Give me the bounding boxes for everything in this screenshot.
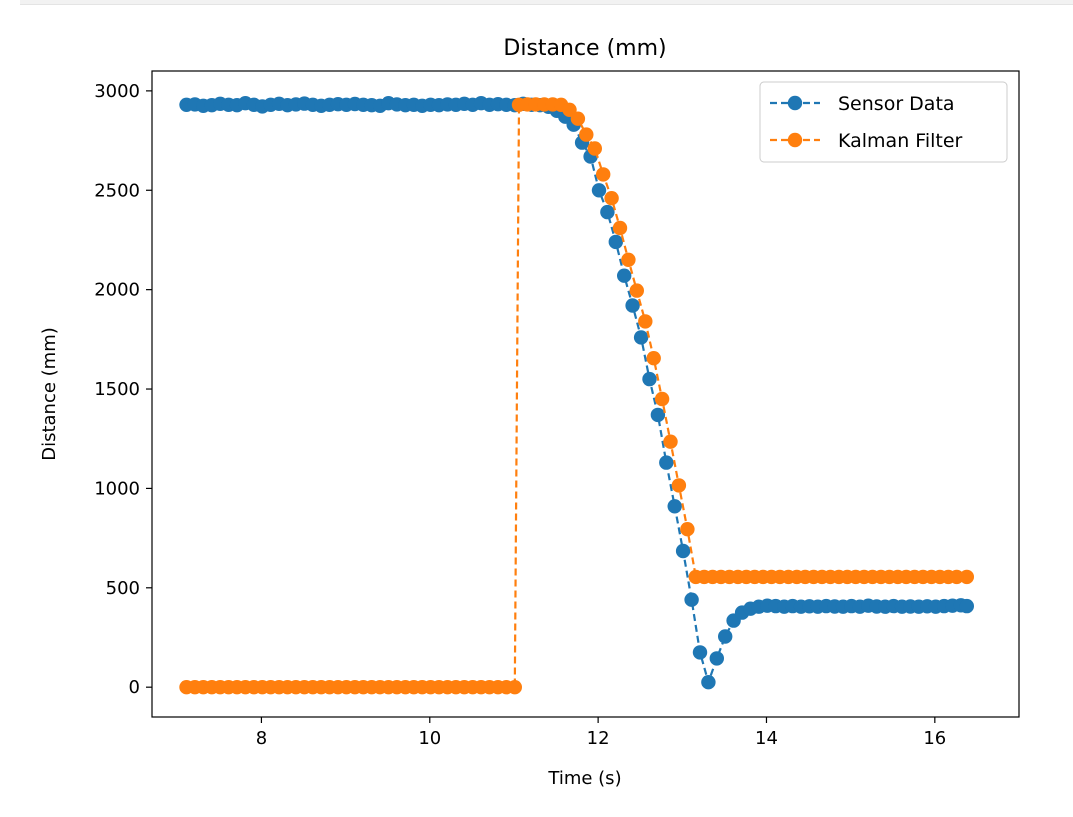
x-tick-label: 8 (256, 728, 267, 749)
data-point (663, 434, 678, 449)
y-tick-label: 1000 (94, 478, 140, 499)
data-point (579, 127, 594, 142)
data-point (646, 351, 661, 366)
legend-item: Kalman Filter (770, 130, 963, 152)
series-layer (179, 96, 974, 695)
data-point (570, 111, 586, 126)
data-point (604, 191, 619, 206)
data-point (667, 499, 682, 514)
legend-label: Sensor Data (838, 93, 955, 115)
data-point (621, 252, 636, 267)
legend-marker (787, 95, 803, 111)
data-point (612, 220, 628, 236)
data-point (642, 371, 657, 387)
data-point (680, 522, 695, 537)
data-point (617, 268, 632, 283)
data-point (959, 569, 974, 585)
series-line (186, 102, 967, 686)
legend-box (759, 81, 1008, 163)
y-tick-label: 2500 (94, 180, 140, 201)
series-sensor-data (179, 96, 974, 690)
data-point (600, 204, 615, 220)
x-axis-label: Time (s) (547, 768, 621, 789)
x-tick-label: 16 (923, 728, 946, 749)
y-tick-label: 3000 (94, 81, 140, 102)
data-point (709, 651, 724, 666)
x-axis: 8 10 12 14 16 (256, 717, 946, 749)
chart-title: Distance (mm) (503, 36, 666, 61)
legend-marker (787, 132, 803, 148)
data-point (659, 455, 674, 470)
data-point (701, 675, 716, 690)
y-tick-label: 500 (106, 578, 140, 599)
y-tick-label: 1500 (94, 379, 140, 400)
data-point (671, 478, 687, 493)
output-cell-top-border (20, 0, 1073, 5)
data-point (718, 629, 733, 644)
y-tick-label: 2000 (94, 280, 140, 301)
data-point (629, 283, 644, 298)
data-point (596, 167, 611, 182)
legend: Sensor Data Kalman Filter (759, 81, 1008, 163)
data-point (507, 680, 522, 695)
legend-item: Sensor Data (770, 93, 955, 115)
x-tick-label: 14 (755, 728, 778, 749)
data-point (638, 314, 653, 329)
data-point (591, 183, 607, 198)
y-axis: 0 500 1000 1500 2000 2500 3000 (94, 81, 152, 698)
x-tick-label: 12 (587, 728, 610, 749)
data-point (587, 141, 602, 156)
data-point (959, 598, 974, 614)
data-point (633, 330, 649, 345)
data-point (625, 298, 640, 313)
data-point (684, 592, 699, 607)
series-kalman-filter (179, 97, 974, 695)
legend-label: Kalman Filter (838, 130, 963, 152)
data-point (692, 645, 708, 660)
data-point (650, 407, 666, 423)
y-tick-label: 0 (129, 677, 140, 698)
data-point (654, 391, 670, 407)
data-point (675, 543, 691, 559)
y-axis-label: Distance (mm) (39, 327, 60, 461)
x-tick-label: 10 (418, 728, 441, 749)
axes-frame (151, 70, 1020, 718)
data-point (608, 234, 623, 250)
data-point (949, 569, 964, 585)
